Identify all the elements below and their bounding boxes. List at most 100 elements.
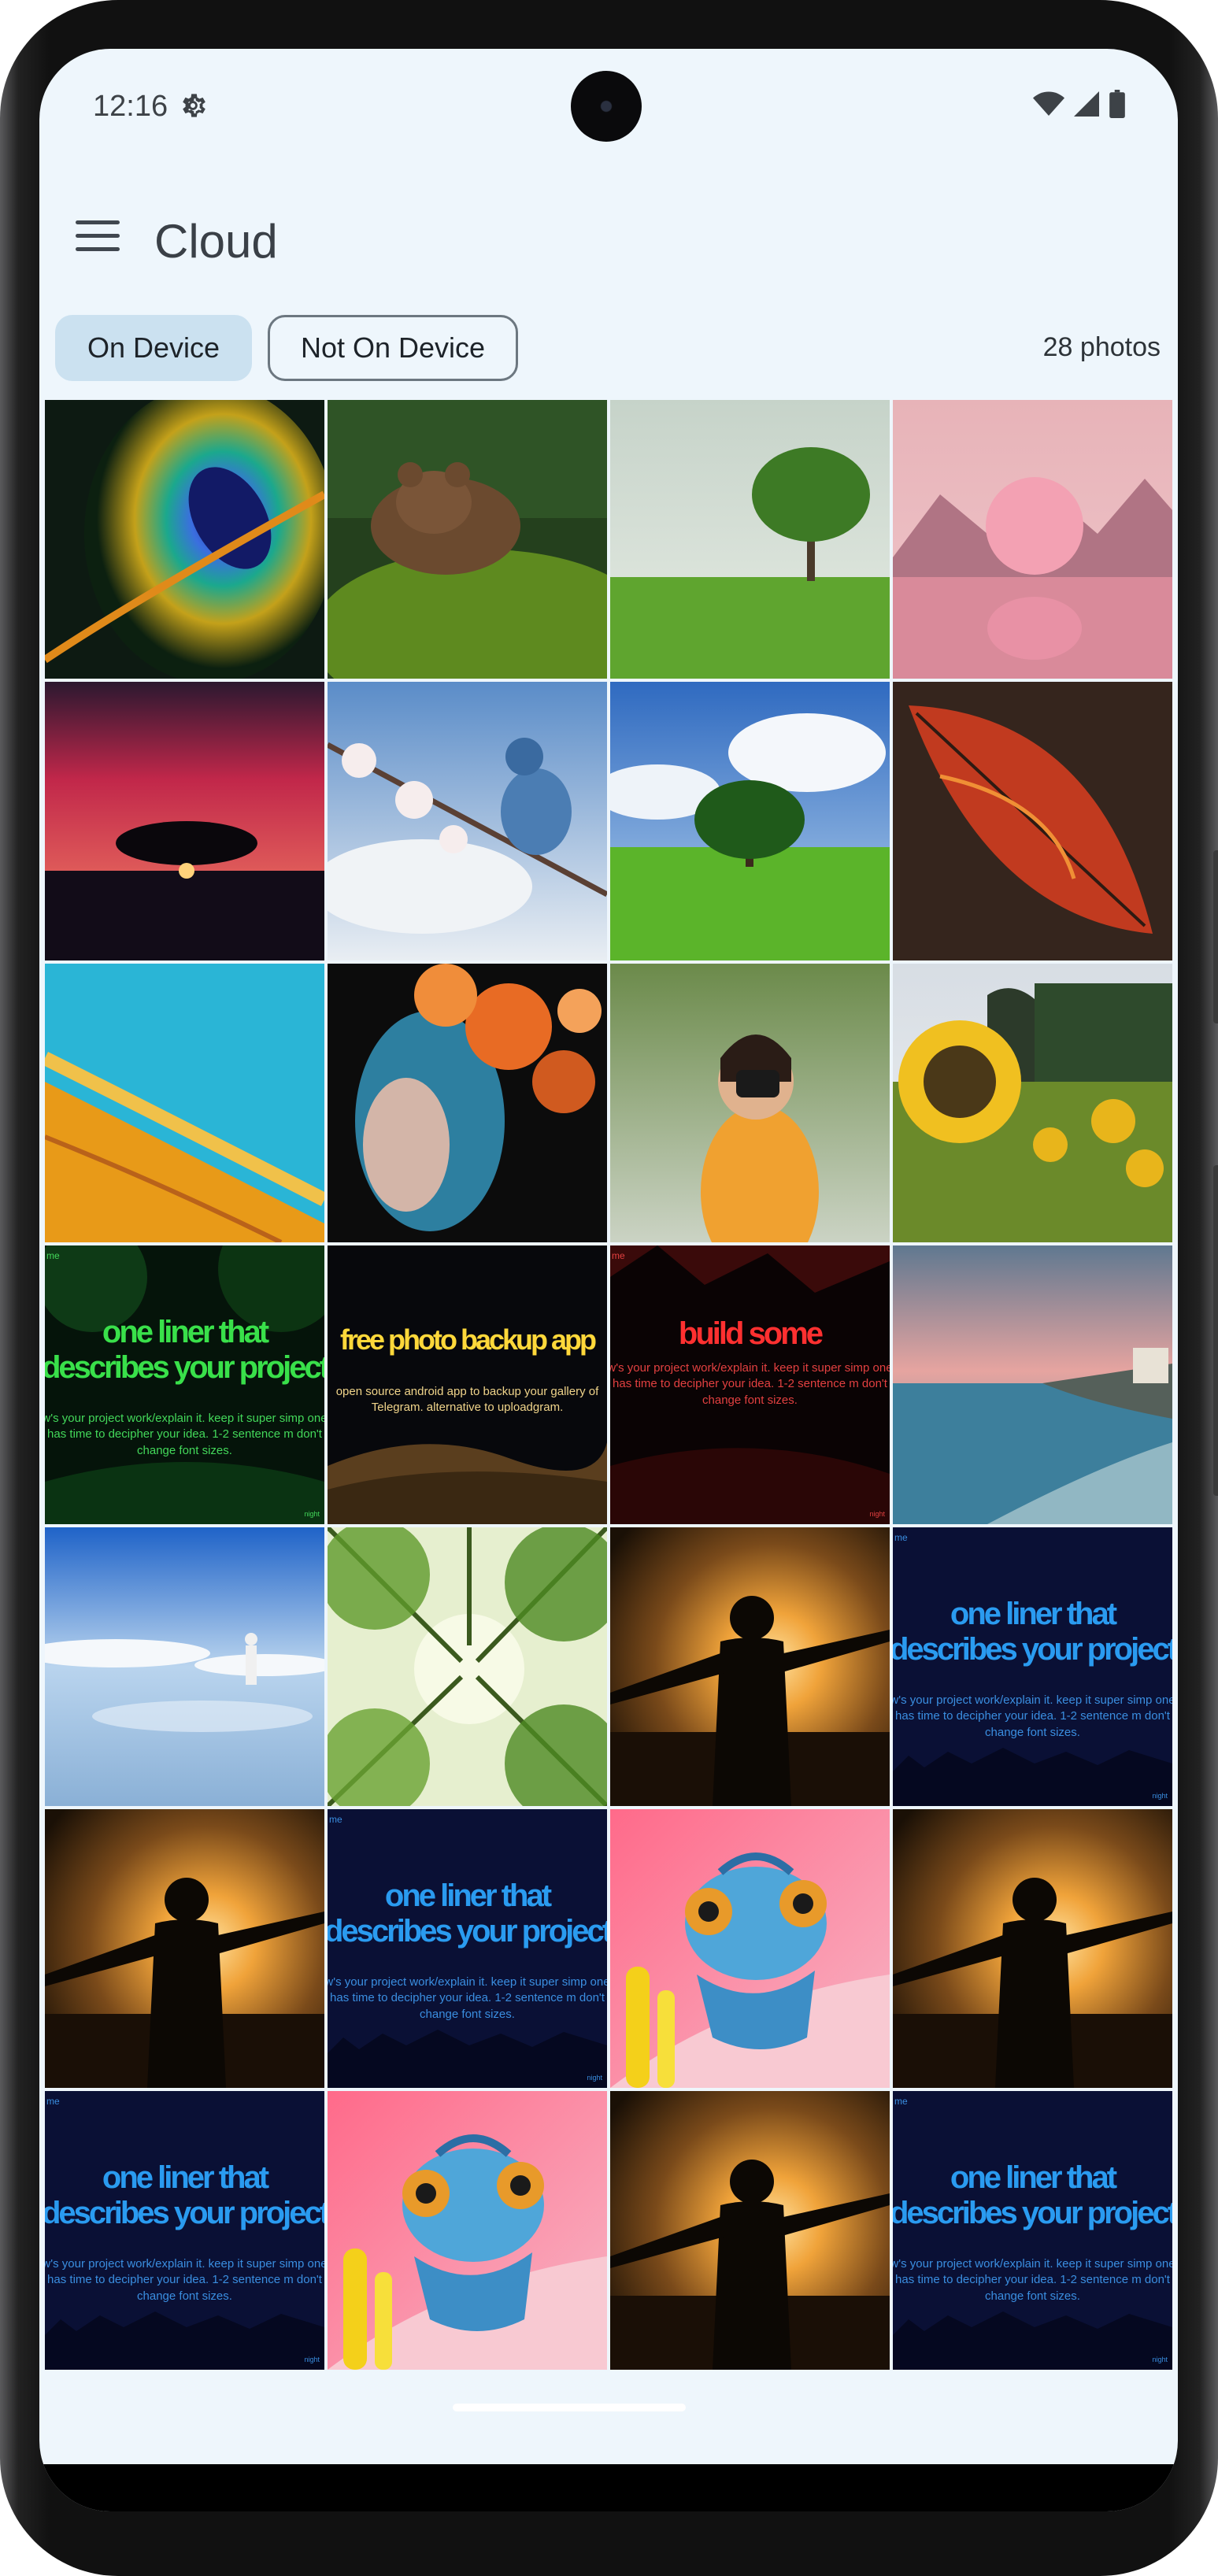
photo-tag-text: me <box>612 1250 625 1261</box>
photo-image <box>610 1245 890 1524</box>
photo-footer-text: night <box>1152 2356 1168 2363</box>
photo-thumbnail[interactable] <box>45 1809 324 2088</box>
photo-image <box>610 1527 890 1806</box>
page-title: Cloud <box>154 215 278 268</box>
settings-gear-icon <box>183 94 205 117</box>
navigation-bar <box>39 2464 1178 2511</box>
photo-image <box>893 964 1172 1242</box>
photo-headline-text: one liner that describes your project <box>45 2160 324 2230</box>
photo-image <box>610 682 890 960</box>
battery-icon <box>1109 90 1125 118</box>
photo-image <box>45 1527 324 1806</box>
photo-image <box>893 400 1172 679</box>
photo-image <box>328 1527 607 1806</box>
photo-thumbnail[interactable] <box>328 400 607 679</box>
on-device-chip-label: On Device <box>87 331 220 364</box>
photo-thumbnail[interactable]: me one liner that describes your project w… <box>45 1245 324 1524</box>
photo-thumbnail[interactable] <box>893 682 1172 960</box>
photo-headline-text: one liner that describes your project <box>893 2160 1172 2230</box>
photo-thumbnail[interactable] <box>328 964 607 1242</box>
photo-headline-text: free photo backup app <box>339 1323 597 1356</box>
photo-image <box>45 1245 324 1524</box>
photo-image <box>610 1809 890 2088</box>
photo-image <box>45 1809 324 2088</box>
photo-thumbnail[interactable] <box>328 1527 607 1806</box>
photo-thumbnail[interactable] <box>610 400 890 679</box>
photo-thumbnail[interactable] <box>45 964 324 1242</box>
photo-thumbnail[interactable] <box>610 964 890 1242</box>
not-on-device-chip[interactable]: Not On Device <box>268 315 518 381</box>
photo-image <box>45 682 324 960</box>
front-camera <box>571 71 642 142</box>
not-on-device-chip-label: Not On Device <box>300 331 486 364</box>
photo-footer-text: night <box>304 2356 320 2363</box>
photo-thumbnail[interactable] <box>893 400 1172 679</box>
photo-thumbnail[interactable] <box>610 682 890 960</box>
photo-body-text: w's your project work/explain it. keep i… <box>893 1693 1172 1739</box>
photo-image <box>610 400 890 679</box>
top-app-bar: Cloud <box>39 183 1178 301</box>
photo-image <box>610 964 890 1242</box>
photo-body-text: w's your project work/explain it. keep i… <box>893 2257 1172 2303</box>
photo-grid: me one liner that describes your project w… <box>39 400 1178 2370</box>
photo-image <box>893 1527 1172 1806</box>
cell-signal-icon <box>1074 91 1099 117</box>
volume-button <box>1213 850 1218 1023</box>
photo-image <box>893 1245 1172 1524</box>
photo-thumbnail[interactable]: free photo backup app open source android… <box>328 1245 607 1524</box>
photo-thumbnail[interactable]: me one liner that describes your project w… <box>893 2091 1172 2370</box>
photo-thumbnail[interactable] <box>893 964 1172 1242</box>
photo-body-text: w's your project work/explain it. keep i… <box>328 1975 607 2021</box>
photo-image <box>328 682 607 960</box>
photo-image <box>45 400 324 679</box>
photo-image <box>328 1245 607 1524</box>
home-indicator[interactable] <box>453 2404 686 2411</box>
photo-thumbnail[interactable] <box>610 1527 890 1806</box>
photo-tag-text: me <box>329 1814 342 1825</box>
photo-thumbnail[interactable] <box>328 682 607 960</box>
photo-thumbnail[interactable] <box>45 682 324 960</box>
photo-thumbnail[interactable] <box>45 1527 324 1806</box>
photo-image <box>328 2091 607 2370</box>
photo-thumbnail[interactable]: me one liner that describes your project w… <box>893 1527 1172 1806</box>
photo-tag-text: me <box>894 2096 908 2107</box>
photo-tag-text: me <box>46 1250 60 1261</box>
photo-thumbnail[interactable] <box>610 1809 890 2088</box>
photo-tag-text: me <box>46 2096 60 2107</box>
photo-headline-text: one liner that describes your project <box>328 1878 607 1949</box>
photo-thumbnail[interactable] <box>45 400 324 679</box>
photo-body-text: open source android app to backup your g… <box>335 1385 599 1415</box>
photo-count: 28 photos <box>1042 332 1161 362</box>
photo-thumbnail[interactable] <box>610 2091 890 2370</box>
system-icons <box>1033 90 1126 118</box>
status-bar: 12:16 <box>39 49 1178 167</box>
photo-image <box>610 2091 890 2370</box>
photo-body-text: w's your project work/explain it. keep i… <box>45 2257 324 2303</box>
photo-footer-text: night <box>1152 1792 1168 1800</box>
on-device-chip[interactable]: On Device <box>55 315 252 381</box>
photo-image <box>893 682 1172 960</box>
photo-thumbnail[interactable] <box>893 1245 1172 1524</box>
photo-image <box>328 1809 607 2088</box>
photo-body-text: w's your project work/explain it. keep i… <box>610 1361 890 1407</box>
photo-footer-text: night <box>587 2074 602 2082</box>
screen: 12:16 Cloud <box>39 49 1178 2511</box>
photo-headline-text: build some <box>678 1316 824 1351</box>
photo-headline-text: one liner that describes your project <box>45 1315 324 1385</box>
photo-image <box>893 1809 1172 2088</box>
photo-tag-text: me <box>894 1532 908 1543</box>
photo-body-text: w's your project work/explain it. keep i… <box>45 1412 324 1457</box>
photo-image <box>45 964 324 1242</box>
photo-thumbnail[interactable]: me one liner that describes your project w… <box>328 1809 607 2088</box>
photo-thumbnail[interactable]: me build some w's your project work/explai… <box>610 1245 890 1524</box>
photo-image <box>328 400 607 679</box>
photo-thumbnail[interactable] <box>328 2091 607 2370</box>
hamburger-menu-icon[interactable] <box>76 220 120 261</box>
photo-thumbnail[interactable]: me one liner that describes your project w… <box>45 2091 324 2370</box>
wifi-icon <box>1033 91 1064 116</box>
power-button <box>1213 1165 1218 1496</box>
photo-image <box>893 2091 1172 2370</box>
photo-footer-text: night <box>304 1510 320 1518</box>
photo-thumbnail[interactable] <box>893 1809 1172 2088</box>
